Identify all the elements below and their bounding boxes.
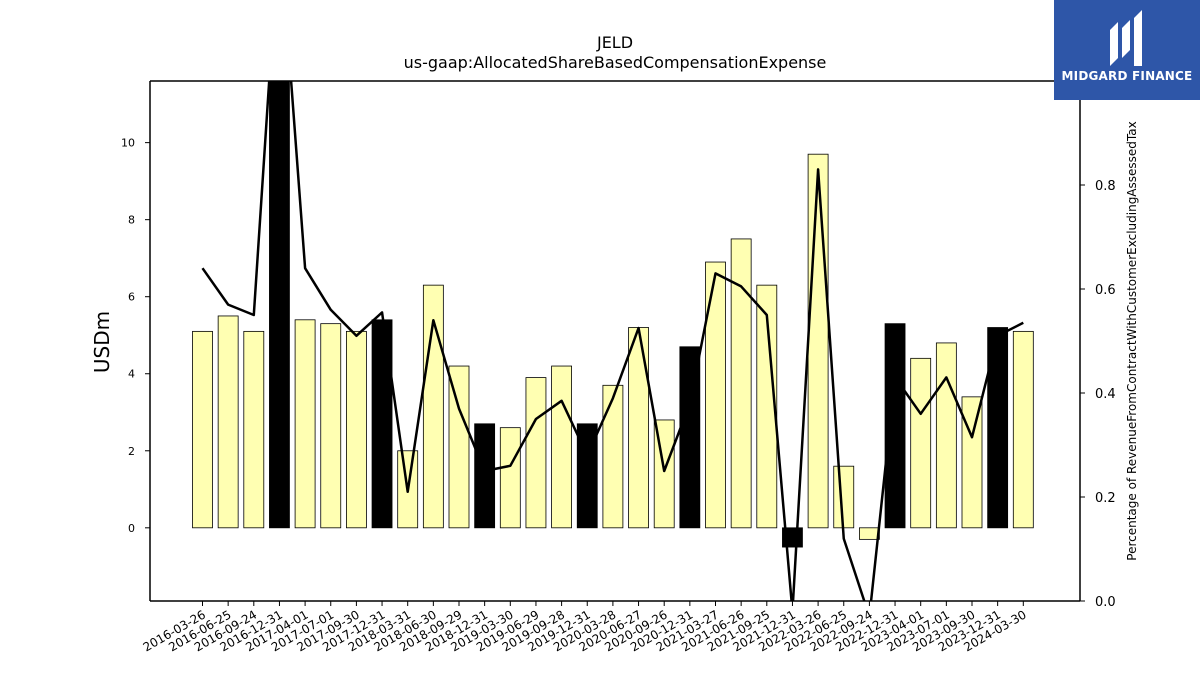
bar	[1012, 330, 1034, 529]
bar	[192, 330, 213, 529]
bar	[807, 153, 829, 529]
bar	[884, 323, 906, 529]
bar	[217, 315, 239, 529]
y2-axis-label: Percentage of RevenueFromContractWithCus…	[1125, 121, 1139, 560]
bar	[910, 357, 932, 529]
chart-subtitle: us-gaap:AllocatedShareBasedCompensationE…	[404, 53, 827, 72]
y-tick-label: 6	[128, 291, 135, 304]
y-tick-label: 10	[121, 137, 135, 150]
bar	[756, 284, 778, 529]
y2-tick-label: 0.2	[1095, 491, 1116, 506]
bar	[679, 346, 701, 529]
y-tick-label: 0	[128, 522, 135, 535]
y-axis-label: USDm	[90, 311, 114, 373]
bar	[243, 330, 265, 529]
y2-tick-label: 0.4	[1095, 387, 1116, 402]
bar	[525, 377, 547, 529]
plot-area: 02468100.00.20.40.60.82016-03-262016-06-…	[121, 80, 1116, 654]
bar	[499, 427, 521, 529]
chart-title: JELD	[596, 33, 633, 52]
bar	[320, 323, 342, 529]
bar	[833, 465, 855, 529]
bar	[730, 238, 752, 529]
y2-tick-label: 0.0	[1095, 595, 1116, 610]
logo-text: MIDGARD FINANCE	[1061, 69, 1193, 83]
midgard-logo-icon	[1110, 10, 1142, 66]
bar	[602, 384, 624, 529]
bar	[371, 319, 393, 529]
y2-tick-label: 0.6	[1095, 283, 1116, 298]
bar	[576, 423, 598, 529]
bar	[987, 327, 1009, 529]
bar	[935, 342, 957, 529]
brand-logo: MIDGARD FINANCE	[1054, 0, 1200, 100]
bar	[448, 365, 470, 529]
bar	[474, 423, 496, 529]
bar	[294, 319, 316, 529]
y-tick-label: 2	[128, 445, 135, 458]
series-line	[201, 81, 1024, 601]
y-tick-label: 4	[128, 368, 135, 381]
bar	[345, 330, 367, 529]
y-tick-label: 8	[128, 214, 135, 227]
bar	[859, 527, 880, 540]
bar	[269, 81, 290, 529]
bar	[961, 396, 983, 529]
bar	[705, 261, 726, 529]
bar	[551, 365, 572, 529]
bar	[628, 327, 649, 529]
plot-marks	[192, 81, 1034, 601]
y2-tick-label: 0.8	[1095, 179, 1116, 194]
